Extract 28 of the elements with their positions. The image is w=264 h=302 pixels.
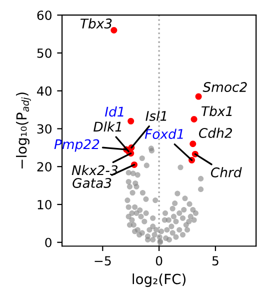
y-tick-label: 10: [38, 200, 52, 210]
y-tick-label: 50: [37, 48, 52, 58]
y-axis-title: −log₁₀(P$_{adj}$): [16, 92, 31, 168]
annotation: Cdh2: [199, 128, 232, 138]
x-axis-title: log₂(FC): [132, 274, 186, 287]
annotation: Tbx3: [80, 18, 112, 29]
annotation: Smoc2: [202, 82, 247, 92]
y-tick-label: 60: [37, 10, 52, 20]
point: [110, 26, 118, 34]
point: [128, 118, 134, 124]
y-tick-label: 20: [37, 162, 52, 172]
x-tick-label: 5: [212, 256, 218, 266]
annotation: Chrd: [210, 167, 242, 178]
point: [190, 116, 198, 123]
y-tick-label: 40: [37, 86, 52, 96]
x-tick-label: −5: [94, 256, 111, 266]
annotation: Isl1: [146, 110, 166, 121]
y-tick-label: 30: [37, 124, 52, 134]
annotation: Dlk1: [94, 121, 122, 132]
annotation: Gata3: [72, 178, 112, 188]
y-tick-label: 0: [45, 238, 52, 248]
point: [195, 93, 202, 100]
annotation: Id1: [104, 106, 124, 117]
point: [190, 140, 196, 148]
annotation: Nkx2-3: [72, 165, 118, 176]
annotation: Tbx1: [202, 106, 232, 116]
x-tick-label: 0: [156, 256, 162, 266]
annotation: Foxd1: [144, 128, 183, 139]
